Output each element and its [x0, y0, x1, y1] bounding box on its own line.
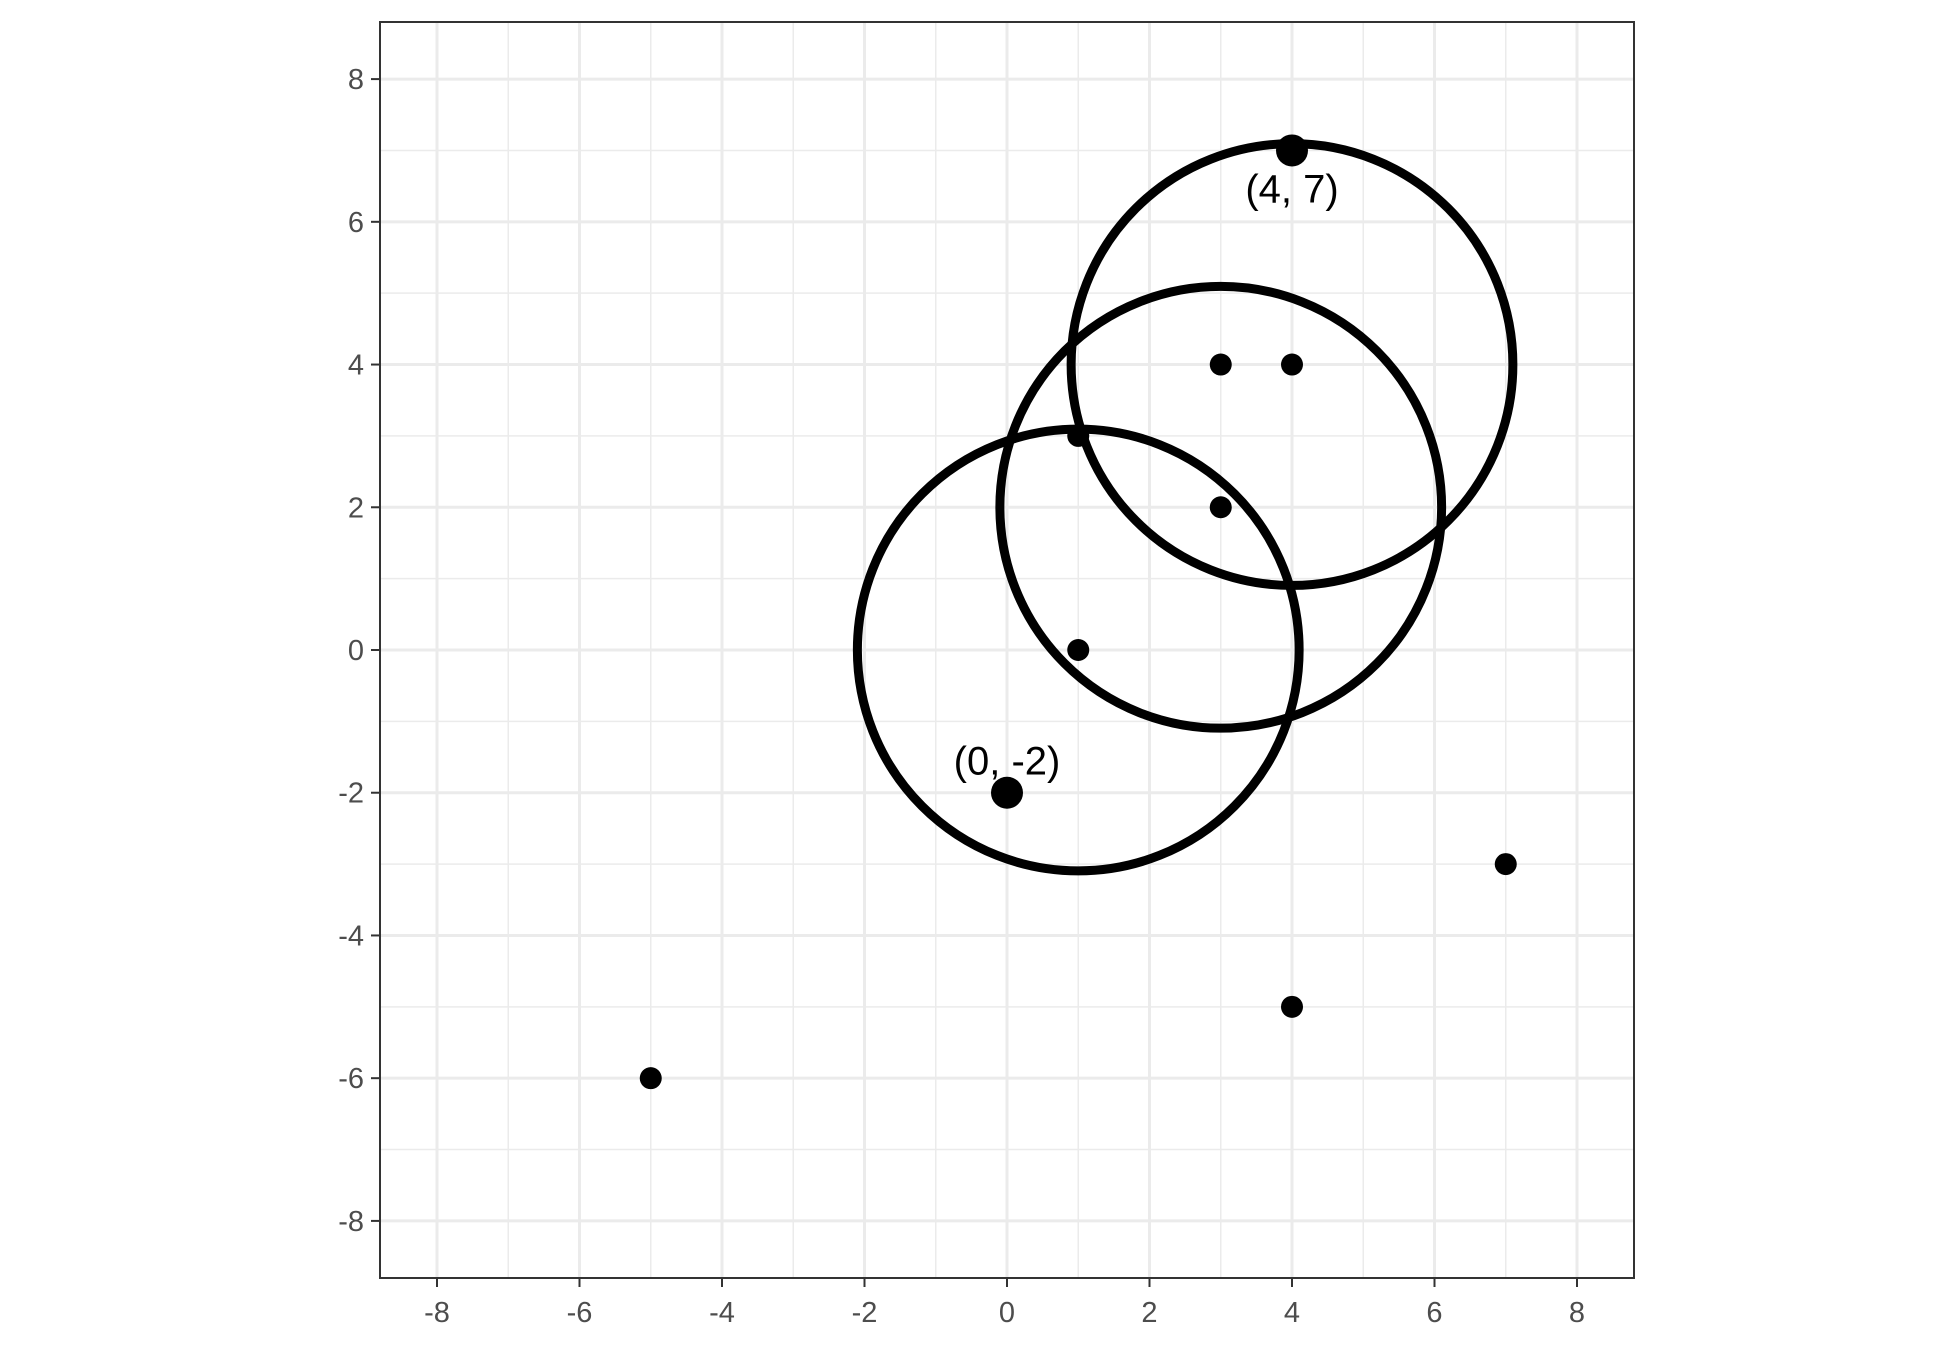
y-tick-label: -8: [338, 1206, 364, 1238]
data-point: [1281, 995, 1303, 1018]
point-label: (4, 7): [1245, 167, 1338, 211]
points: [639, 134, 1517, 1090]
highlighted-point: [991, 776, 1023, 809]
x-tick-label: 0: [999, 1297, 1015, 1329]
data-point: [1494, 853, 1517, 876]
data-point: [1281, 353, 1303, 376]
x-tick-label: -8: [424, 1297, 450, 1329]
y-tick-label: 4: [348, 350, 364, 382]
circle-outline: [995, 281, 1447, 733]
highlighted-point: [1276, 134, 1308, 167]
y-tick-label: -6: [338, 1063, 364, 1095]
x-tick-label: 8: [1569, 1297, 1585, 1329]
y-tick-label: 2: [348, 492, 364, 524]
x-tick-label: 2: [1141, 1297, 1157, 1329]
point-label: (0, -2): [954, 740, 1061, 784]
x-tick-label: -2: [852, 1297, 878, 1329]
x-tick-label: -6: [567, 1297, 593, 1329]
major-grid: [380, 22, 1634, 1278]
x-tick-label: -4: [709, 1297, 735, 1329]
data-point: [1209, 496, 1232, 519]
y-tick-label: -2: [338, 778, 364, 810]
axes: -8 -6 -4 -2 0 2 4 6 8 -8 -6 -4 -2 0 2 4 6 8: [338, 64, 1585, 1329]
y-tick-label: 8: [348, 64, 364, 96]
y-tick-label: 6: [348, 207, 364, 239]
x-tick-label: 6: [1426, 1297, 1442, 1329]
y-tick-label: -4: [338, 920, 364, 952]
data-point: [1067, 639, 1090, 661]
point-labels: (4, 7) (0, -2): [954, 167, 1339, 783]
y-tick-label: 0: [348, 635, 364, 667]
data-point: [1067, 424, 1090, 447]
data-point: [639, 1067, 662, 1090]
data-point: [1209, 353, 1232, 376]
x-tick-label: 4: [1284, 1297, 1300, 1329]
